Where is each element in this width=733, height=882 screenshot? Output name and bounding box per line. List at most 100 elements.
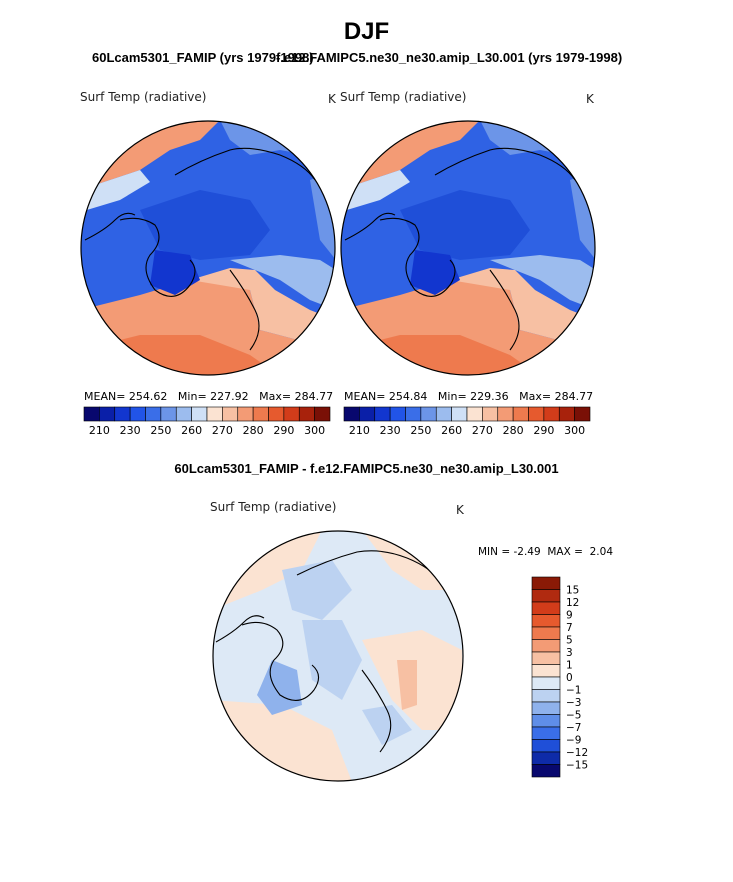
greenland-coastline bbox=[241, 621, 320, 701]
colorbar-swatch bbox=[531, 764, 561, 778]
central-negative-region bbox=[302, 620, 362, 700]
colorbar-swatch bbox=[482, 406, 499, 422]
colorbar-tick-label: 210 bbox=[89, 424, 110, 437]
colorbar-swatch bbox=[558, 406, 575, 422]
colorbar-tick-label: 230 bbox=[380, 424, 401, 437]
colorbar-swatch bbox=[252, 406, 269, 422]
siberia-warm-patch bbox=[397, 660, 417, 710]
colorbar-tick-label: 300 bbox=[564, 424, 585, 437]
arctic-cold-region bbox=[400, 190, 530, 260]
left-polar-map bbox=[80, 120, 336, 376]
colorbar-tick-label: 290 bbox=[273, 424, 294, 437]
colorbar-swatch bbox=[314, 406, 331, 422]
colorbar-swatch bbox=[420, 406, 437, 422]
colorbar-tick-label: 7 bbox=[566, 622, 573, 634]
colorbar-tick-label: 12 bbox=[566, 597, 579, 609]
colorbar-swatch bbox=[531, 714, 561, 728]
diff-field-label: Surf Temp (radiative) bbox=[210, 500, 337, 514]
greenland-coastline bbox=[119, 217, 196, 297]
colorbar-tick-label: 250 bbox=[410, 424, 431, 437]
right-field-label: Surf Temp (radiative) bbox=[340, 90, 467, 104]
colorbar-swatch bbox=[451, 406, 468, 422]
colorbar-swatch bbox=[175, 406, 192, 422]
colorbar-swatch bbox=[531, 689, 561, 703]
scandinavia-cool-region bbox=[230, 255, 335, 310]
colorbar-swatch bbox=[531, 614, 561, 628]
colorbar-swatch bbox=[160, 406, 177, 422]
colorbar-swatch bbox=[222, 406, 239, 422]
colorbar-swatch bbox=[531, 751, 561, 765]
colorbar-swatch bbox=[83, 406, 100, 422]
colorbar-swatch bbox=[298, 406, 315, 422]
greenland-negative-region bbox=[257, 660, 302, 715]
colorbar-swatch bbox=[114, 406, 131, 422]
colorbar-tick-label: −12 bbox=[566, 747, 588, 759]
colorbar-tick-label: 290 bbox=[533, 424, 554, 437]
colorbar-tick-label: −15 bbox=[566, 760, 588, 772]
left-units-label: K bbox=[328, 92, 336, 106]
colorbar-swatch bbox=[543, 406, 560, 422]
colorbar-swatch bbox=[531, 701, 561, 715]
greenland-coastline bbox=[379, 217, 456, 297]
map-boundary bbox=[212, 530, 464, 782]
colorbar-swatch bbox=[531, 601, 561, 615]
colorbar-tick-label: −1 bbox=[566, 685, 581, 697]
colorbar-swatch bbox=[374, 406, 391, 422]
pacific-cool-band bbox=[341, 170, 410, 212]
alaska-coastline bbox=[84, 212, 136, 241]
colorbar-tick-label: 280 bbox=[243, 424, 264, 437]
colorbar-swatch bbox=[191, 406, 208, 422]
right-colorbar: 210 230 250 260 270 280 290 300 bbox=[343, 406, 591, 437]
alaska-coastline bbox=[344, 212, 396, 241]
colorbar-tick-label: 15 bbox=[566, 585, 579, 597]
colorbar-tick-label: −7 bbox=[566, 722, 581, 734]
right-units-label: K bbox=[586, 92, 594, 106]
colorbar-swatch bbox=[435, 406, 452, 422]
left-stats: MEAN= 254.62 Min= 227.92 Max= 284.77 bbox=[84, 390, 334, 403]
scandinavia-coastline bbox=[361, 669, 392, 753]
arctic-cold-region bbox=[140, 190, 270, 260]
colorbar-swatch bbox=[237, 406, 254, 422]
colorbar-tick-label: 300 bbox=[304, 424, 325, 437]
colorbar-swatch bbox=[531, 651, 561, 665]
diff-stats: MIN = -2.49 MAX = 2.04 bbox=[478, 546, 614, 558]
difference-polar-map bbox=[212, 530, 464, 782]
colorbar-swatch bbox=[343, 406, 360, 422]
right-polar-map bbox=[340, 120, 596, 376]
baltic-negative-region bbox=[362, 705, 412, 745]
right-stats: MEAN= 254.84 Min= 229.36 Max= 284.77 bbox=[344, 390, 594, 403]
scandinavia-coastline bbox=[489, 269, 520, 351]
colorbar-tick-label: −3 bbox=[566, 697, 581, 709]
left-field-label: Surf Temp (radiative) bbox=[80, 90, 207, 104]
colorbar-swatch bbox=[99, 406, 116, 422]
colorbar-tick-label: 1 bbox=[566, 660, 573, 672]
colorbar-tick-label: 260 bbox=[181, 424, 202, 437]
colorbar-swatch bbox=[283, 406, 300, 422]
colorbar-tick-label: 0 bbox=[566, 672, 573, 684]
alaska-coastline bbox=[215, 615, 265, 643]
colorbar-tick-label: 9 bbox=[566, 610, 573, 622]
siberia-coastline bbox=[434, 147, 576, 181]
colorbar-swatch bbox=[129, 406, 146, 422]
colorbar-swatch bbox=[574, 406, 591, 422]
map-boundary bbox=[340, 120, 596, 376]
europe-mild-region bbox=[190, 268, 335, 350]
scandinavia-coastline bbox=[229, 269, 260, 351]
colorbar-swatch bbox=[531, 664, 561, 678]
colorbar-swatch bbox=[405, 406, 422, 422]
colorbar-swatch bbox=[466, 406, 483, 422]
colorbar-tick-label: −9 bbox=[566, 735, 581, 747]
left-panel-subtitle: 60Lcam5301_FAMIP (yrs 1979-1998) bbox=[92, 50, 314, 65]
colorbar-tick-label: 230 bbox=[120, 424, 141, 437]
colorbar-swatch bbox=[497, 406, 514, 422]
page-title: DJF bbox=[343, 18, 390, 45]
right-panel-subtitle: f.e12.FAMIPC5.ne30_ne30.amip_L30.001 (yr… bbox=[276, 50, 623, 65]
colorbar-swatch bbox=[145, 406, 162, 422]
colorbar-swatch bbox=[531, 576, 561, 590]
colorbar-swatch bbox=[528, 406, 545, 422]
greenland-cold-region bbox=[150, 250, 200, 295]
difference-title: 60Lcam5301_FAMIP - f.e12.FAMIPC5.ne30_ne… bbox=[174, 461, 559, 476]
colorbar-tick-label: 3 bbox=[566, 647, 573, 659]
colorbar-tick-label: 250 bbox=[150, 424, 171, 437]
